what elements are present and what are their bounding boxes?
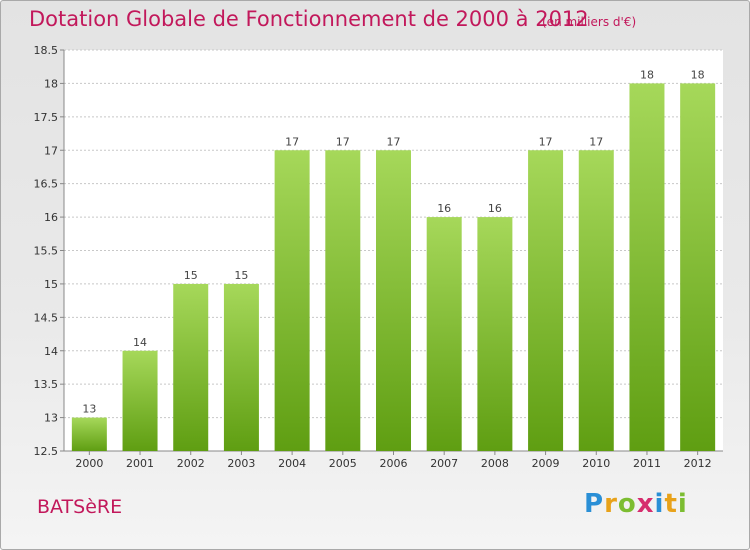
- x-tick-label: 2000: [75, 457, 103, 470]
- bar-value-label: 18: [691, 68, 705, 81]
- y-tick-label: 17: [44, 144, 58, 157]
- bar-value-label: 18: [640, 68, 654, 81]
- bar: [71, 417, 107, 451]
- y-tick-label: 12.5: [34, 445, 59, 458]
- y-tick-label: 15.5: [34, 245, 59, 258]
- bar-value-label: 16: [488, 202, 502, 215]
- bar-value-label: 13: [82, 403, 96, 416]
- bar: [528, 150, 564, 451]
- x-tick-label: 2004: [278, 457, 306, 470]
- bar: [629, 83, 665, 452]
- y-tick-label: 13.5: [34, 378, 59, 391]
- bar: [223, 283, 259, 451]
- bar-value-label: 16: [437, 202, 451, 215]
- y-tick-label: 17.5: [34, 111, 59, 124]
- x-tick-label: 2007: [430, 457, 458, 470]
- y-tick-label: 14.5: [34, 311, 59, 324]
- bar-value-label: 17: [285, 135, 299, 148]
- y-tick-label: 16: [44, 211, 58, 224]
- bar: [477, 217, 513, 451]
- bar: [376, 150, 411, 451]
- bar: [274, 150, 310, 451]
- y-tick-label: 16.5: [34, 178, 59, 191]
- logo-letter: i: [677, 489, 688, 519]
- bar: [122, 350, 158, 451]
- logo-letter: i: [654, 489, 665, 519]
- x-tick-label: 2003: [227, 457, 255, 470]
- bar: [680, 83, 716, 452]
- x-tick-label: 2009: [532, 457, 560, 470]
- y-tick-label: 15: [44, 278, 58, 291]
- x-tick-label: 2002: [177, 457, 205, 470]
- bar-value-label: 17: [539, 135, 553, 148]
- x-tick-label: 2008: [481, 457, 509, 470]
- x-tick-label: 2011: [633, 457, 661, 470]
- bar-value-label: 14: [133, 336, 147, 349]
- y-tick-label: 18.5: [34, 44, 59, 57]
- logo-letter: x: [636, 489, 655, 519]
- y-tick-label: 18: [44, 77, 58, 90]
- x-tick-label: 2006: [380, 457, 408, 470]
- bar: [426, 217, 462, 451]
- bar-value-label: 17: [387, 135, 401, 148]
- chart-title: Dotation Globale de Fonctionnement de 20…: [29, 7, 589, 31]
- bar: [325, 150, 361, 451]
- logo-letter: o: [617, 489, 637, 519]
- logo-letter: r: [604, 489, 618, 519]
- y-tick-label: 13: [44, 412, 58, 425]
- commune-name: BATSèRE: [37, 496, 123, 518]
- x-tick-label: 2012: [684, 457, 712, 470]
- logo-letter: t: [664, 489, 678, 519]
- bar-value-label: 17: [336, 135, 350, 148]
- x-tick-label: 2010: [582, 457, 610, 470]
- logo-letter: P: [584, 489, 605, 519]
- bar-value-label: 17: [589, 135, 603, 148]
- bar-value-label: 15: [184, 269, 198, 282]
- bar: [578, 150, 614, 451]
- x-tick-label: 2005: [329, 457, 357, 470]
- y-tick-label: 14: [44, 345, 58, 358]
- proxiti-logo[interactable]: Proxiti: [584, 489, 688, 519]
- chart-subtitle: (en milliers d'€): [542, 15, 637, 29]
- x-tick-label: 2001: [126, 457, 154, 470]
- bar: [173, 283, 209, 451]
- bar-value-label: 15: [234, 269, 248, 282]
